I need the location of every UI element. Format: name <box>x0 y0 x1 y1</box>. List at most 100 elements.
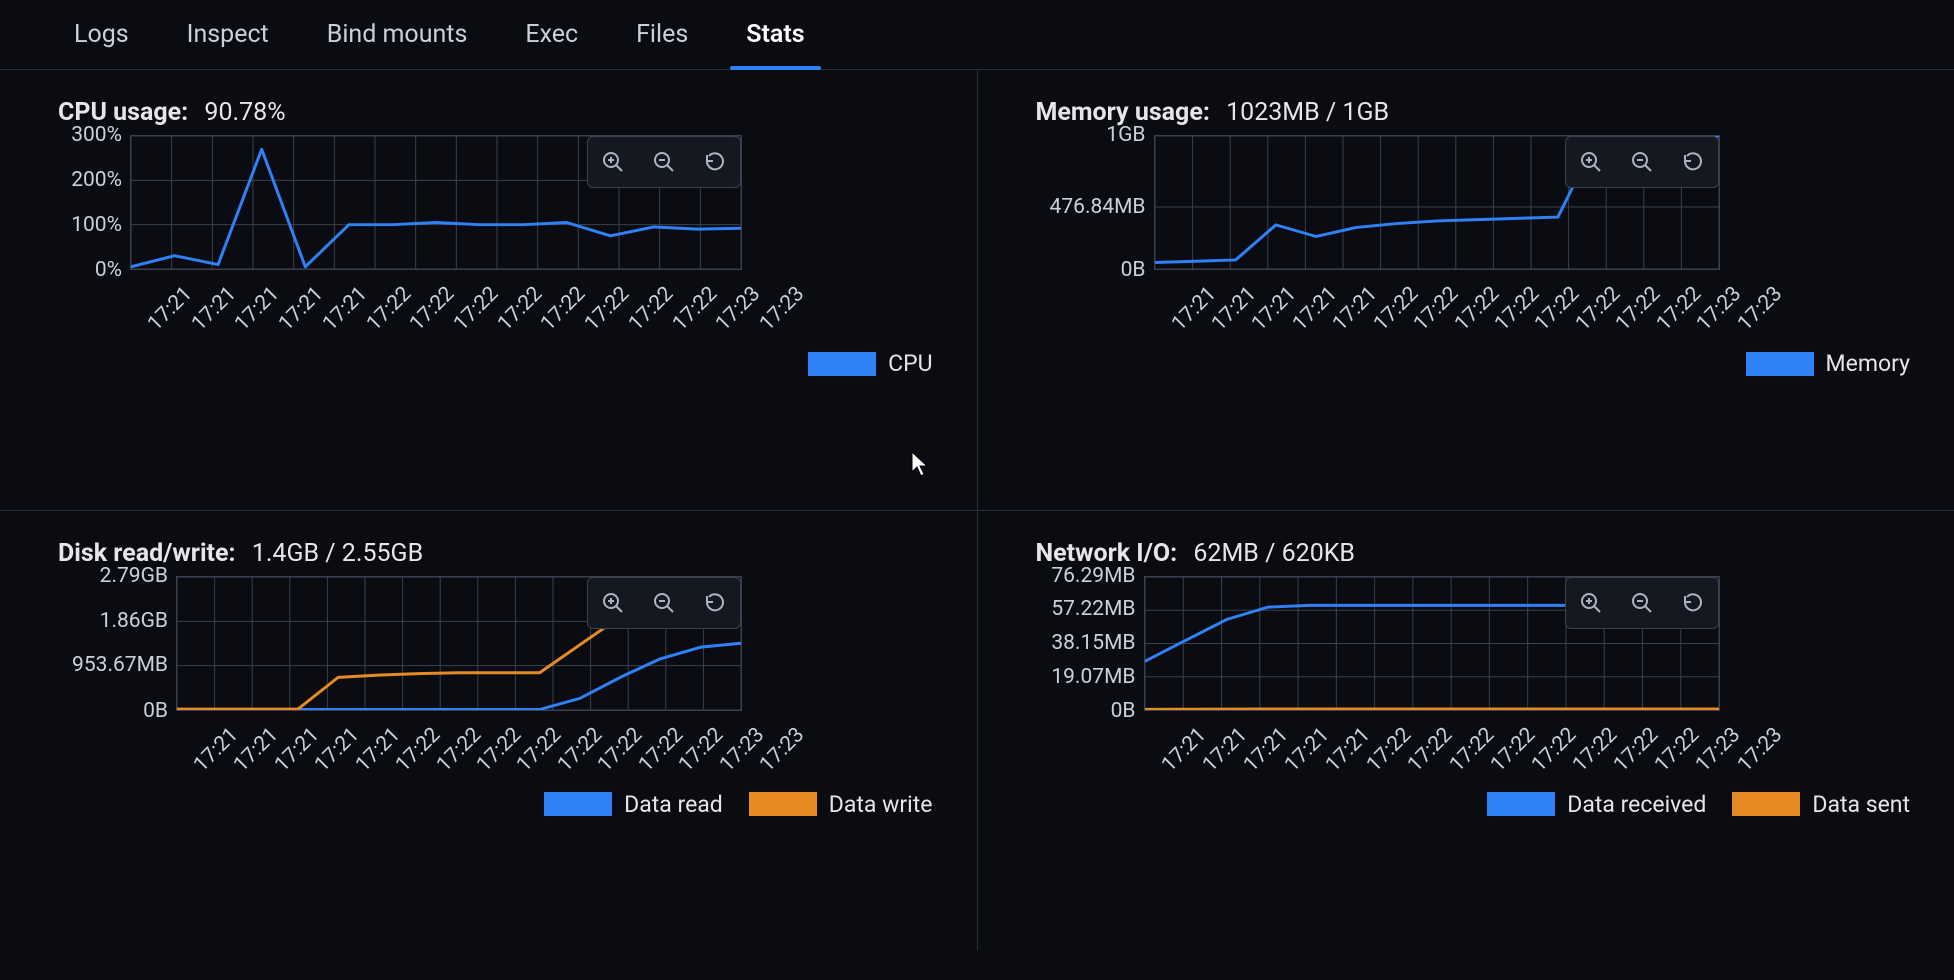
x-tick-label: 17:22 <box>391 723 445 777</box>
panel-cpu-usage: CPU usage: 90.78% 0%100%200%300%17:2117:… <box>0 70 977 510</box>
x-axis-labels: 17:2117:2117:2117:2117:2117:2217:2217:22… <box>176 717 742 787</box>
y-tick-label: 1GB <box>1106 123 1145 147</box>
tab-logs[interactable]: Logs <box>70 20 133 69</box>
x-tick-label: 17:22 <box>1490 282 1544 336</box>
x-axis-labels: 17:2117:2117:2117:2117:2117:2217:2217:22… <box>130 276 742 346</box>
x-tick-label: 17:21 <box>1321 723 1375 777</box>
x-tick-label: 17:21 <box>351 723 405 777</box>
legend-swatch <box>1746 352 1814 376</box>
legend-label: Data write <box>829 791 933 818</box>
chart-controls <box>587 136 741 188</box>
y-tick-label: 1.86GB <box>100 609 168 633</box>
legend-item[interactable]: Data sent <box>1732 791 1910 818</box>
chart-legend: Data received Data sent <box>1036 791 1917 818</box>
x-tick-label: 17:22 <box>634 723 688 777</box>
x-tick-label: 17:21 <box>231 282 285 336</box>
chart-controls <box>1565 577 1719 629</box>
plot-area <box>1144 576 1720 711</box>
reset-zoom-button[interactable] <box>689 578 740 628</box>
x-tick-label: 17:22 <box>1486 723 1540 777</box>
zoom-in-button[interactable] <box>1566 578 1616 628</box>
x-tick-label: 17:21 <box>1167 282 1221 336</box>
x-tick-label: 17:21 <box>187 282 241 336</box>
y-tick-label: 76.29MB <box>1051 564 1135 588</box>
y-tick-label: 100% <box>71 213 122 237</box>
legend-item[interactable]: Data received <box>1487 791 1706 818</box>
panel-disk-rw: Disk read/write: 1.4GB / 2.55GB 0B953.67… <box>0 511 977 951</box>
x-tick-label: 17:21 <box>1198 723 1252 777</box>
zoom-out-button[interactable] <box>638 578 689 628</box>
x-tick-label: 17:22 <box>580 282 634 336</box>
x-axis-labels: 17:2117:2117:2117:2117:2117:2217:2217:22… <box>1154 276 1720 346</box>
x-tick-label: 17:22 <box>1369 282 1423 336</box>
x-tick-label: 17:22 <box>1363 723 1417 777</box>
x-tick-label: 17:22 <box>1527 723 1581 777</box>
tab-inspect[interactable]: Inspect <box>183 20 273 69</box>
tab-bind-mounts[interactable]: Bind mounts <box>323 20 472 69</box>
y-tick-label: 300% <box>71 123 122 147</box>
reset-zoom-button[interactable] <box>689 137 740 187</box>
y-tick-label: 2.79GB <box>100 564 168 588</box>
zoom-in-button[interactable] <box>588 578 638 628</box>
x-tick-label: 17:23 <box>1733 723 1787 777</box>
y-tick-label: 57.22MB <box>1051 597 1135 621</box>
chart-legend: CPU <box>58 350 939 377</box>
x-tick-label: 17:22 <box>406 282 460 336</box>
legend-item[interactable]: Memory <box>1746 350 1910 377</box>
reset-zoom-button[interactable] <box>1667 137 1718 187</box>
plot-area <box>176 576 742 711</box>
title-value: 62MB / 620KB <box>1193 539 1355 568</box>
x-tick-label: 17:22 <box>432 723 486 777</box>
y-tick-label: 0% <box>95 258 122 282</box>
x-tick-label: 17:22 <box>668 282 722 336</box>
x-tick-label: 17:21 <box>318 282 372 336</box>
x-tick-label: 17:21 <box>311 723 365 777</box>
x-tick-label: 17:22 <box>1652 282 1706 336</box>
zoom-out-button[interactable] <box>638 137 689 187</box>
panel-title: Disk read/write: 1.4GB / 2.55GB <box>58 539 939 568</box>
x-tick-label: 17:22 <box>472 723 526 777</box>
x-tick-label: 17:21 <box>1207 282 1261 336</box>
tab-files[interactable]: Files <box>632 20 692 69</box>
legend-item[interactable]: Data write <box>749 791 933 818</box>
x-tick-label: 17:22 <box>449 282 503 336</box>
panel-title: CPU usage: 90.78% <box>58 98 939 127</box>
legend-item[interactable]: Data read <box>544 791 723 818</box>
legend-swatch <box>1487 792 1555 816</box>
x-tick-label: 17:22 <box>1404 723 1458 777</box>
zoom-in-button[interactable] <box>1566 137 1616 187</box>
y-tick-label: 200% <box>71 168 122 192</box>
x-tick-label: 17:22 <box>493 282 547 336</box>
legend-item[interactable]: CPU <box>808 350 932 377</box>
chart-legend: Memory <box>1036 350 1917 377</box>
x-tick-label: 17:21 <box>1248 282 1302 336</box>
chart-memory: 0B476.84MB1GB17:2117:2117:2117:2117:2117… <box>1036 135 1917 350</box>
x-tick-label: 17:21 <box>1329 282 1383 336</box>
x-tick-label: 17:22 <box>1612 282 1666 336</box>
reset-zoom-button[interactable] <box>1667 578 1718 628</box>
x-tick-label: 17:22 <box>513 723 567 777</box>
zoom-in-button[interactable] <box>588 137 638 187</box>
x-tick-label: 17:23 <box>712 282 766 336</box>
legend-swatch <box>1732 792 1800 816</box>
y-axis-labels: 0B476.84MB1GB <box>1036 135 1154 270</box>
tab-exec[interactable]: Exec <box>521 20 582 69</box>
tab-stats[interactable]: Stats <box>742 20 808 69</box>
x-tick-label: 17:22 <box>1409 282 1463 336</box>
legend-swatch <box>808 352 876 376</box>
x-tick-label: 17:22 <box>594 723 648 777</box>
x-tick-label: 17:22 <box>362 282 416 336</box>
tab-bar: Logs Inspect Bind mounts Exec Files Stat… <box>0 0 1954 70</box>
zoom-out-button[interactable] <box>1616 578 1667 628</box>
x-tick-label: 17:21 <box>1239 723 1293 777</box>
zoom-out-button[interactable] <box>1616 137 1667 187</box>
y-tick-label: 953.67MB <box>72 653 168 677</box>
x-tick-label: 17:23 <box>755 282 809 336</box>
x-axis-labels: 17:2117:2117:2117:2117:2117:2217:2217:22… <box>1144 717 1720 787</box>
x-tick-label: 17:22 <box>1450 282 1504 336</box>
x-tick-label: 17:22 <box>1651 723 1705 777</box>
x-tick-label: 17:22 <box>537 282 591 336</box>
legend-label: Data received <box>1567 791 1706 818</box>
chart-controls <box>587 577 741 629</box>
chart-disk: 0B953.67MB1.86GB2.79GB17:2117:2117:2117:… <box>58 576 939 791</box>
